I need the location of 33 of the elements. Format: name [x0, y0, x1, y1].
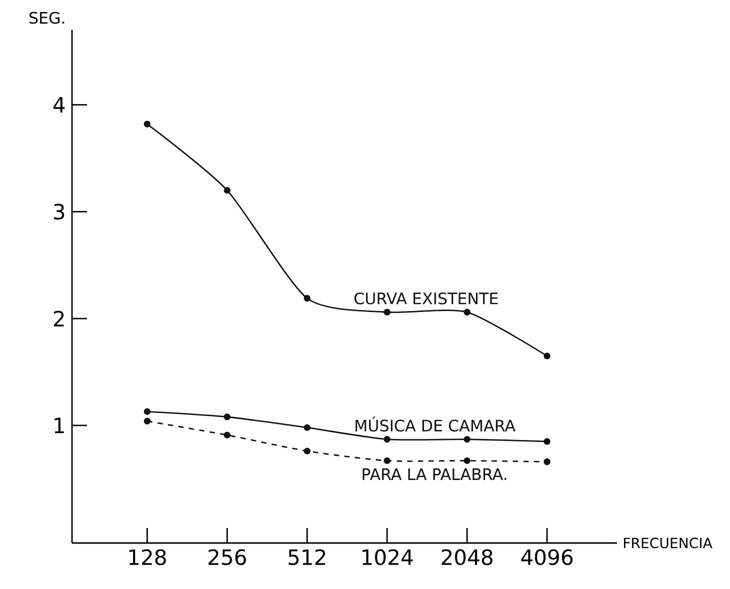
x-tick-label: 128: [129, 549, 166, 566]
point: [224, 432, 230, 438]
y-tick-label: 3: [54, 204, 64, 220]
point: [464, 436, 470, 443]
point: [384, 308, 390, 316]
point: [464, 457, 470, 464]
point: [384, 457, 390, 464]
y-tick-label: 1: [54, 418, 64, 434]
x-axis-title: FRECUENCIA: [624, 538, 712, 548]
y-axis-title: SEG.: [30, 12, 64, 24]
point: [384, 436, 390, 443]
point: [464, 308, 470, 316]
point: [144, 120, 151, 128]
x-tick-label: 2048: [442, 549, 492, 566]
point: [144, 418, 151, 424]
y-tick-label: 4: [53, 97, 65, 112]
x-tick-label: 4096: [521, 549, 573, 566]
point: [544, 438, 550, 445]
point: [224, 414, 230, 420]
series-label: MÚSICA DE CAMARA: [356, 416, 516, 432]
point: [144, 408, 151, 415]
x-tick-label: 256: [208, 549, 246, 566]
point: [304, 448, 310, 454]
x-tick-label: 512: [288, 549, 326, 566]
y-tick-label: 2: [54, 310, 64, 326]
point: [304, 294, 310, 302]
x-tick-label: 1024: [362, 549, 413, 566]
point: [544, 352, 550, 360]
point: [224, 186, 230, 194]
point: [304, 424, 310, 431]
series-label: PARA LA PALABRA.: [362, 468, 506, 480]
point: [544, 458, 550, 466]
series-label: CURVA EXISTENTE: [354, 292, 498, 304]
